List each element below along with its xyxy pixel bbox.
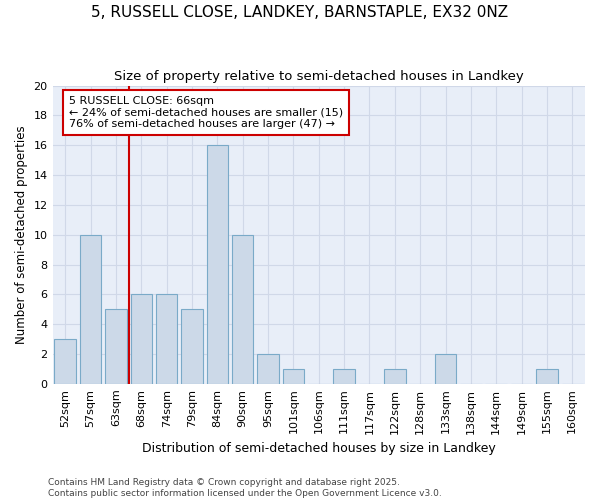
Bar xyxy=(156,294,178,384)
Title: Size of property relative to semi-detached houses in Landkey: Size of property relative to semi-detach… xyxy=(114,70,524,83)
Bar xyxy=(181,309,203,384)
Bar xyxy=(283,369,304,384)
Bar xyxy=(80,234,101,384)
X-axis label: Distribution of semi-detached houses by size in Landkey: Distribution of semi-detached houses by … xyxy=(142,442,496,455)
Text: 5, RUSSELL CLOSE, LANDKEY, BARNSTAPLE, EX32 0NZ: 5, RUSSELL CLOSE, LANDKEY, BARNSTAPLE, E… xyxy=(91,5,509,20)
Text: Contains HM Land Registry data © Crown copyright and database right 2025.
Contai: Contains HM Land Registry data © Crown c… xyxy=(48,478,442,498)
Bar xyxy=(232,234,253,384)
Bar xyxy=(384,369,406,384)
Bar xyxy=(435,354,457,384)
Bar xyxy=(206,145,228,384)
Bar xyxy=(257,354,279,384)
Text: 5 RUSSELL CLOSE: 66sqm
← 24% of semi-detached houses are smaller (15)
76% of sem: 5 RUSSELL CLOSE: 66sqm ← 24% of semi-det… xyxy=(69,96,343,129)
Bar xyxy=(55,339,76,384)
Y-axis label: Number of semi-detached properties: Number of semi-detached properties xyxy=(15,126,28,344)
Bar xyxy=(334,369,355,384)
Bar xyxy=(105,309,127,384)
Bar xyxy=(536,369,558,384)
Bar xyxy=(131,294,152,384)
